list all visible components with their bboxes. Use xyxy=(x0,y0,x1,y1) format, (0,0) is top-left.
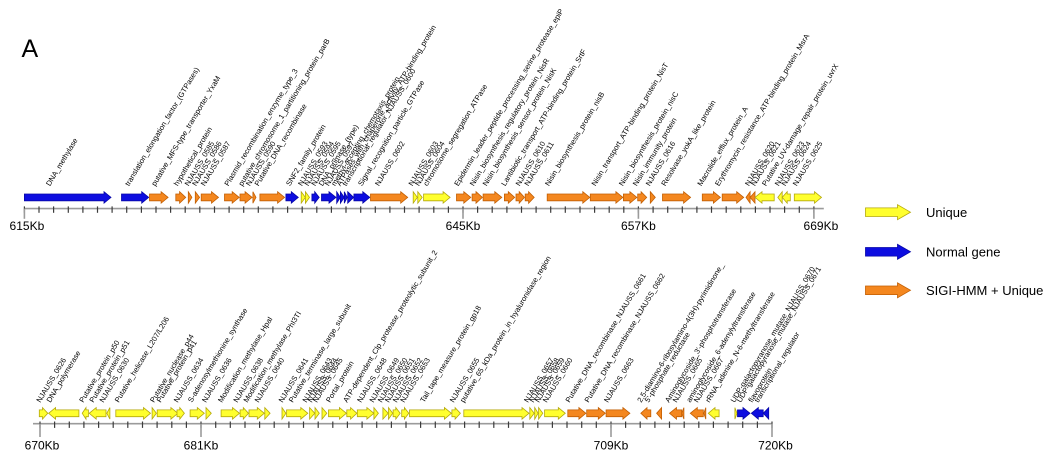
svg-text:669Kb: 669Kb xyxy=(804,219,839,233)
svg-text:657Kb: 657Kb xyxy=(621,219,656,233)
svg-text:Normal gene: Normal gene xyxy=(926,245,1000,260)
svg-text:Unique: Unique xyxy=(926,205,967,220)
svg-text:670Kb: 670Kb xyxy=(25,439,60,453)
svg-text:645Kb: 645Kb xyxy=(446,219,481,233)
svg-text:SIGI-HMM + Unique: SIGI-HMM + Unique xyxy=(926,283,1043,298)
svg-text:681Kb: 681Kb xyxy=(184,439,219,453)
svg-text:709Kb: 709Kb xyxy=(594,439,629,453)
svg-text:720Kb: 720Kb xyxy=(758,439,793,453)
svg-text:A: A xyxy=(22,35,39,63)
svg-text:615Kb: 615Kb xyxy=(10,219,45,233)
